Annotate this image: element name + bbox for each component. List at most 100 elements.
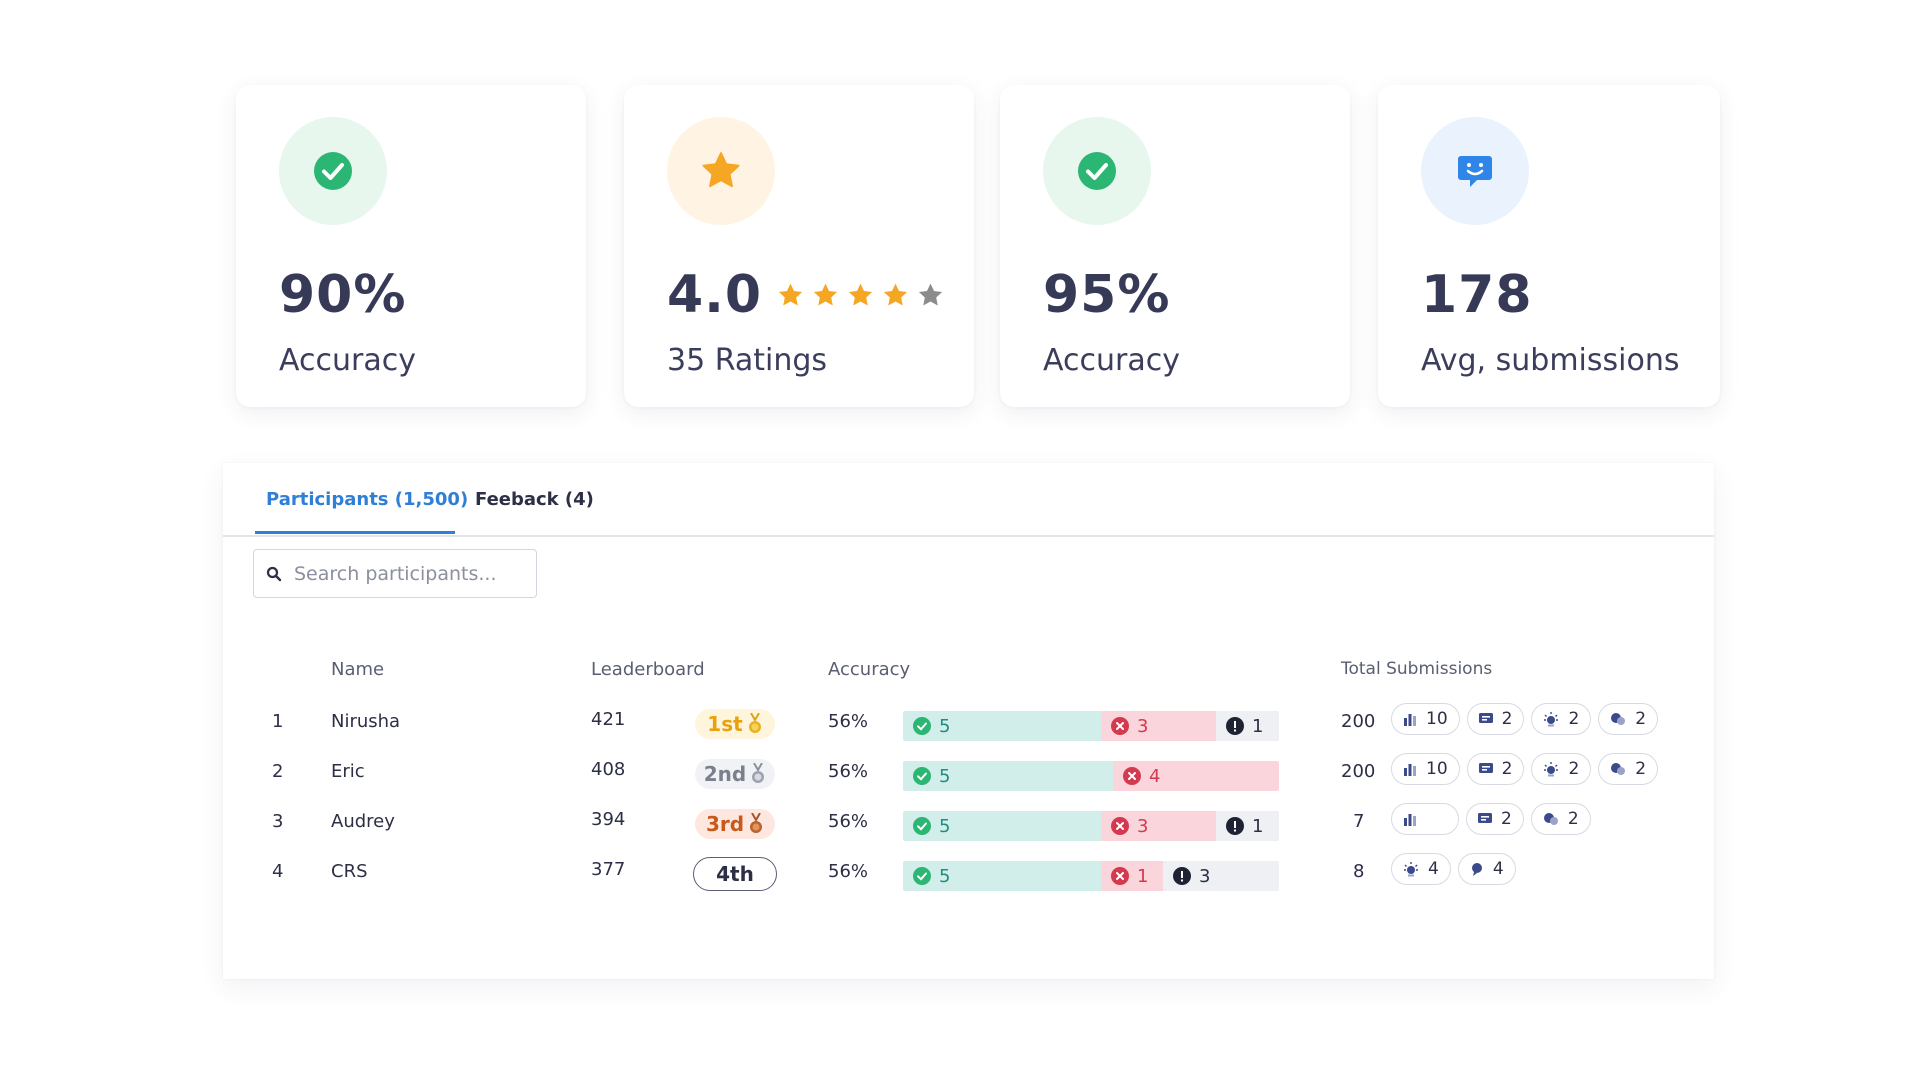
rating-stars bbox=[776, 281, 945, 310]
bulb-icon bbox=[1544, 762, 1559, 777]
submission-pills: 2 2 bbox=[1391, 803, 1591, 835]
pending-segment: 1 bbox=[1216, 711, 1279, 741]
stat-card-accuracy: 90% Accuracy bbox=[236, 85, 586, 407]
accuracy-bar: 5 3 1 bbox=[903, 711, 1279, 741]
submission-pill[interactable]: 2 bbox=[1466, 803, 1524, 835]
submission-pill[interactable]: 2 bbox=[1598, 753, 1659, 785]
place-label: 3rd bbox=[705, 812, 745, 836]
submission-pill[interactable]: 2 bbox=[1466, 753, 1525, 785]
table-row[interactable]: 4 CRS 377 4th 56% 5 1 3 8 4 4 bbox=[223, 853, 1714, 911]
card-icon bbox=[1478, 763, 1493, 773]
table-row[interactable]: 2 Eric 408 2nd 56% 5 4 200 10 2 2 2 bbox=[223, 753, 1714, 811]
x-circle-icon bbox=[1111, 717, 1129, 735]
row-rank: 4 bbox=[272, 861, 284, 882]
chat-bubbles-icon bbox=[1543, 813, 1558, 825]
stat-card-accuracy-2: 95% Accuracy bbox=[1000, 85, 1350, 407]
wrong-count: 3 bbox=[1137, 815, 1149, 837]
place-label: 4th bbox=[716, 862, 754, 886]
stat-value: 4.0 bbox=[667, 265, 763, 325]
bar-chart-icon bbox=[1404, 714, 1416, 726]
column-header-name[interactable]: Name bbox=[331, 659, 385, 680]
accuracy-percent: 56% bbox=[828, 811, 869, 832]
x-circle-icon bbox=[1111, 867, 1129, 885]
silver-medal-icon bbox=[752, 763, 765, 783]
submission-pill[interactable]: 4 bbox=[1457, 853, 1516, 885]
x-circle-icon bbox=[1123, 767, 1141, 785]
submission-pill[interactable]: 2 bbox=[1466, 703, 1525, 735]
submission-pill[interactable]: 4 bbox=[1391, 853, 1451, 885]
accuracy-icon-circle bbox=[1043, 117, 1151, 225]
wrong-count: 3 bbox=[1137, 715, 1149, 737]
pill-count: 2 bbox=[1567, 809, 1579, 829]
search-input[interactable] bbox=[292, 561, 516, 586]
correct-segment: 5 bbox=[903, 861, 1101, 891]
column-header-leaderboard[interactable]: Leaderboard bbox=[591, 659, 705, 680]
submission-pill[interactable]: 2 bbox=[1531, 703, 1592, 735]
correct-count: 5 bbox=[939, 865, 951, 887]
wrong-count: 4 bbox=[1149, 765, 1161, 787]
submission-pill[interactable]: 10 bbox=[1391, 753, 1460, 785]
search-box[interactable] bbox=[253, 549, 537, 598]
stat-label: 35 Ratings bbox=[667, 343, 828, 378]
bar-chart-icon bbox=[1404, 764, 1416, 776]
participant-name[interactable]: Eric bbox=[331, 761, 365, 782]
check-circle-icon bbox=[913, 717, 931, 735]
column-header-total-submissions[interactable]: Total Submissions bbox=[1341, 659, 1493, 679]
tab-participants[interactable]: Participants (1,500) bbox=[266, 489, 469, 510]
check-circle-icon bbox=[314, 152, 352, 190]
pill-count: 2 bbox=[1635, 709, 1647, 729]
pill-count: 2 bbox=[1501, 809, 1512, 829]
accuracy-percent: 56% bbox=[828, 861, 869, 882]
place-label: 2nd bbox=[703, 762, 747, 786]
table-row[interactable]: 1 Nirusha 421 1st 56% 5 3 1 200 10 2 bbox=[223, 703, 1714, 761]
check-circle-icon bbox=[1078, 152, 1116, 190]
stat-value: 95% bbox=[1043, 265, 1171, 325]
stat-label: Accuracy bbox=[1043, 343, 1180, 378]
star-filled-icon bbox=[814, 283, 838, 306]
participant-name[interactable]: CRS bbox=[331, 861, 368, 882]
pending-count: 1 bbox=[1252, 815, 1264, 837]
pending-count: 3 bbox=[1199, 865, 1211, 887]
tab-feedback[interactable]: Feeback (4) bbox=[475, 489, 594, 510]
leaderboard-score: 421 bbox=[591, 709, 626, 730]
submission-pill[interactable] bbox=[1391, 803, 1459, 835]
correct-count: 5 bbox=[939, 765, 951, 787]
bar-chart-icon bbox=[1404, 814, 1416, 826]
correct-count: 5 bbox=[939, 815, 951, 837]
row-rank: 1 bbox=[272, 711, 284, 732]
table-row[interactable]: 3 Audrey 394 3rd 56% 5 3 1 7 2 2 bbox=[223, 803, 1714, 861]
pending-segment: 3 bbox=[1163, 861, 1279, 891]
accuracy-bar: 5 4 bbox=[903, 761, 1279, 791]
pill-count: 4 bbox=[1492, 859, 1504, 879]
place-label: 1st bbox=[707, 712, 743, 736]
x-circle-icon bbox=[1111, 817, 1129, 835]
stat-card-ratings: 4.0 35 Ratings bbox=[624, 85, 974, 407]
leaderboard-score: 394 bbox=[591, 809, 626, 830]
stat-value: 178 bbox=[1421, 265, 1533, 325]
submission-pill[interactable]: 2 bbox=[1531, 753, 1592, 785]
submission-pill[interactable]: 10 bbox=[1391, 703, 1460, 735]
pill-count: 10 bbox=[1426, 709, 1448, 729]
correct-segment: 5 bbox=[903, 711, 1101, 741]
submission-pill[interactable]: 2 bbox=[1598, 703, 1659, 735]
bulb-icon bbox=[1404, 862, 1418, 877]
stat-label: Accuracy bbox=[279, 343, 416, 378]
column-header-accuracy[interactable]: Accuracy bbox=[828, 659, 911, 680]
active-tab-indicator bbox=[255, 531, 455, 534]
submission-pill[interactable]: 2 bbox=[1530, 803, 1591, 835]
pill-count: 2 bbox=[1568, 759, 1580, 779]
correct-count: 5 bbox=[939, 715, 951, 737]
wrong-segment: 3 bbox=[1101, 811, 1216, 841]
pill-count: 10 bbox=[1426, 759, 1448, 779]
participant-name[interactable]: Nirusha bbox=[331, 711, 401, 732]
total-submissions: 8 bbox=[1353, 861, 1365, 882]
pill-count: 2 bbox=[1568, 709, 1580, 729]
place-badge-gold: 1st bbox=[695, 709, 775, 739]
participants-panel: Participants (1,500) Feeback (4) Name Le… bbox=[223, 463, 1714, 979]
submission-pills: 10 2 2 2 bbox=[1391, 703, 1659, 735]
participant-name[interactable]: Audrey bbox=[331, 811, 395, 832]
pin-bubble-icon bbox=[1471, 863, 1482, 876]
star-filled-icon bbox=[779, 283, 803, 306]
exclamation-circle-icon bbox=[1226, 817, 1244, 835]
pill-count: 2 bbox=[1635, 759, 1647, 779]
